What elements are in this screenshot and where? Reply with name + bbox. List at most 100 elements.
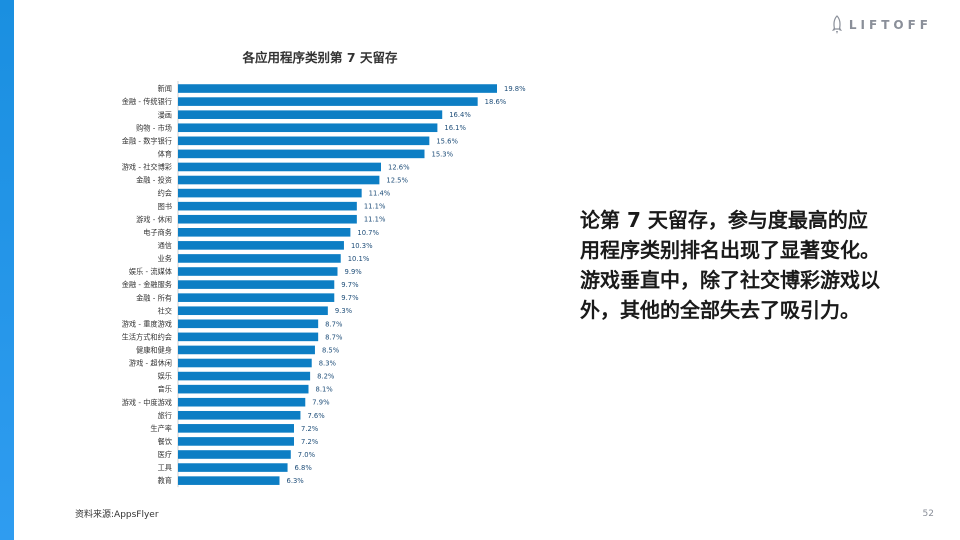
bar bbox=[178, 267, 338, 276]
bar bbox=[178, 188, 362, 198]
category-label: 教育 bbox=[158, 476, 172, 485]
bar bbox=[178, 476, 280, 485]
bar bbox=[178, 84, 497, 93]
bar bbox=[178, 463, 288, 472]
value-label: 10.3% bbox=[351, 242, 373, 250]
bar bbox=[178, 424, 294, 433]
bar bbox=[178, 332, 319, 342]
bar bbox=[178, 175, 380, 185]
category-label: 游戏 - 休闲 bbox=[136, 215, 172, 224]
bar bbox=[178, 254, 341, 263]
liftoff-logo: LIFTOFF bbox=[831, 14, 932, 36]
category-label: 音乐 bbox=[158, 385, 172, 394]
value-label: 16.4% bbox=[449, 111, 471, 119]
category-label: 游戏 - 重度游戏 bbox=[122, 319, 172, 328]
bar bbox=[178, 214, 357, 224]
category-label: 金融 - 所有 bbox=[136, 293, 172, 302]
bar bbox=[178, 162, 381, 172]
value-label: 15.6% bbox=[436, 137, 458, 145]
category-label: 金融 - 传统银行 bbox=[122, 97, 172, 106]
bar bbox=[178, 110, 443, 119]
category-label: 金融 - 金融服务 bbox=[122, 280, 172, 289]
category-label: 工具 bbox=[158, 463, 172, 472]
value-label: 8.7% bbox=[325, 333, 343, 341]
bar bbox=[178, 136, 430, 146]
value-label: 7.2% bbox=[301, 438, 319, 446]
value-label: 8.7% bbox=[325, 320, 343, 328]
value-label: 7.9% bbox=[312, 399, 330, 407]
value-label: 7.0% bbox=[298, 451, 316, 459]
value-label: 19.8% bbox=[504, 85, 526, 93]
value-label: 9.7% bbox=[341, 294, 359, 302]
bar bbox=[178, 241, 344, 250]
value-label: 12.5% bbox=[386, 177, 408, 185]
value-label: 11.4% bbox=[369, 190, 391, 198]
value-label: 8.1% bbox=[316, 386, 334, 394]
value-label: 16.1% bbox=[444, 124, 466, 132]
category-label: 图书 bbox=[158, 202, 172, 211]
category-label: 漫画 bbox=[158, 110, 172, 119]
bar bbox=[178, 437, 294, 446]
value-label: 8.3% bbox=[319, 360, 337, 368]
value-label: 6.3% bbox=[287, 477, 305, 485]
value-label: 9.7% bbox=[341, 281, 359, 289]
bar bbox=[178, 397, 306, 407]
chart-title: 各应用程序类别第 7 天留存 bbox=[242, 50, 398, 65]
bar bbox=[178, 293, 335, 302]
value-label: 7.2% bbox=[301, 425, 319, 433]
category-label: 约会 bbox=[158, 189, 172, 198]
category-label: 游戏 - 超休闲 bbox=[129, 359, 172, 368]
category-label: 社交 bbox=[158, 306, 172, 315]
source-note: 资料来源:AppsFlyer bbox=[75, 510, 159, 520]
bar bbox=[178, 450, 291, 459]
value-label: 18.6% bbox=[485, 98, 507, 106]
category-label: 金融 - 投资 bbox=[136, 176, 172, 185]
category-label: 医疗 bbox=[158, 450, 172, 459]
category-label: 业务 bbox=[158, 254, 172, 263]
value-label: 6.8% bbox=[295, 464, 313, 472]
bar bbox=[178, 123, 438, 133]
category-label: 游戏 - 中度游戏 bbox=[122, 398, 172, 407]
value-label: 8.5% bbox=[322, 346, 340, 354]
value-label: 10.1% bbox=[348, 255, 370, 263]
bar bbox=[178, 410, 301, 420]
category-label: 电子商务 bbox=[143, 228, 172, 237]
value-label: 12.6% bbox=[388, 163, 410, 171]
category-label: 购物 - 市场 bbox=[136, 123, 172, 132]
bar bbox=[178, 306, 328, 316]
bar bbox=[178, 384, 309, 394]
category-label: 旅行 bbox=[158, 411, 172, 420]
bar bbox=[178, 228, 351, 237]
value-label: 9.9% bbox=[345, 268, 363, 276]
value-label: 9.3% bbox=[335, 307, 353, 315]
bar bbox=[178, 358, 312, 368]
bar bbox=[178, 149, 425, 159]
key-insight-text: 论第 7 天留存，参与度最高的应用程序类别排名出现了显著变化。游戏垂直中，除了社… bbox=[580, 208, 880, 322]
bar bbox=[178, 345, 315, 355]
rocket-icon bbox=[831, 15, 842, 34]
bar bbox=[178, 280, 335, 289]
category-label: 生活方式和约会 bbox=[122, 332, 172, 341]
value-label: 8.2% bbox=[317, 373, 335, 381]
category-label: 娱乐 bbox=[158, 372, 172, 381]
value-label: 11.1% bbox=[364, 203, 386, 211]
category-label: 娱乐 - 流媒体 bbox=[129, 267, 172, 276]
category-label: 游戏 - 社交博彩 bbox=[122, 163, 172, 172]
value-label: 15.3% bbox=[432, 150, 454, 158]
value-label: 11.1% bbox=[364, 216, 386, 224]
value-label: 7.6% bbox=[307, 412, 325, 420]
category-label: 新闻 bbox=[158, 84, 172, 93]
accent-bar bbox=[0, 0, 14, 540]
category-label: 餐饮 bbox=[158, 437, 173, 446]
logo-text: LIFTOFF bbox=[848, 18, 932, 32]
value-label: 10.7% bbox=[357, 229, 379, 237]
bar bbox=[178, 201, 357, 211]
category-label: 体育 bbox=[158, 149, 172, 158]
bar bbox=[178, 371, 311, 381]
category-label: 生产率 bbox=[150, 424, 172, 433]
category-label: 通信 bbox=[158, 241, 172, 250]
category-label: 健康和健身 bbox=[136, 346, 172, 355]
page-number: 52 bbox=[922, 509, 934, 519]
bar bbox=[178, 97, 478, 106]
